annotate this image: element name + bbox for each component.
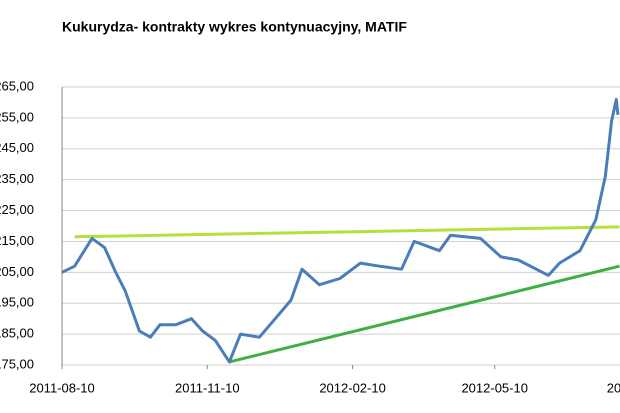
x-tick-label: 2011-11-10 (175, 380, 240, 395)
x-tick-label: 2012-05-10 (461, 380, 528, 395)
y-tick-label: 195,00 (0, 295, 34, 310)
x-tick-label: 2011-08-10 (29, 380, 95, 395)
y-tick-label: 245,00 (0, 140, 34, 155)
x-tick-label: 2012-08-10 (607, 380, 620, 395)
y-tick-label: 205,00 (0, 264, 34, 279)
y-tick-label: 225,00 (0, 202, 34, 217)
trend-line (74, 225, 620, 239)
y-tick-label: 185,00 (0, 326, 34, 341)
y-tick-label: 265,00 (0, 78, 34, 93)
y-tick-label: 235,00 (0, 171, 34, 186)
price-line (61, 97, 620, 364)
trend-line (229, 264, 620, 364)
y-tick-label: 175,00 (0, 356, 34, 371)
chart-title: Kukurydza- kontrakty wykres kontynuacyjn… (62, 19, 407, 35)
y-tick-label: 215,00 (0, 233, 34, 248)
y-tick-label: 255,00 (0, 109, 34, 124)
x-tick-label: 2012-02-10 (319, 380, 386, 395)
